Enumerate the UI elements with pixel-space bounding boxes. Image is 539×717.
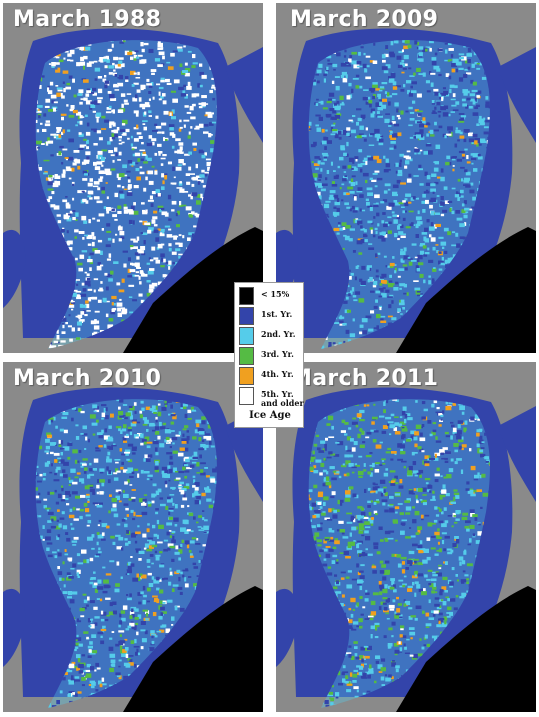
legend-swatch (239, 367, 254, 385)
east-channel (498, 406, 536, 502)
ocean-first-year-ice (292, 387, 513, 697)
legend-swatch (239, 307, 254, 325)
bay-region (276, 588, 299, 667)
east-channel (225, 47, 263, 143)
legend-swatch (239, 387, 254, 405)
open-water-region (123, 586, 263, 712)
bay-region (3, 588, 26, 667)
panel-title: March 2010 (13, 366, 162, 391)
legend-title: Ice Age (249, 410, 291, 421)
ice-extent (308, 40, 490, 349)
legend-swatch (239, 347, 254, 365)
ice-age-speckle (308, 40, 490, 349)
bay-region (3, 229, 26, 308)
map-panel-2011: March 2011 (276, 362, 536, 712)
legend-label: 3rd. Yr. (261, 349, 294, 359)
legend-label: 2nd. Yr. (261, 329, 296, 339)
east-channel (225, 406, 263, 502)
legend-swatch (239, 327, 254, 345)
legend-label: 4th. Yr. (261, 369, 294, 379)
legend-label: 5th. Yr. and older (261, 389, 304, 408)
panel-title: March 2009 (290, 7, 439, 32)
ice-age-map (3, 362, 263, 712)
legend-swatch (239, 287, 254, 305)
ice-extent (35, 399, 217, 708)
map-panel-2010: March 2010 (3, 362, 263, 712)
open-water-region (123, 227, 263, 353)
ice-extent (308, 399, 490, 708)
map-panel-2009: March 2009 (276, 3, 536, 353)
legend-label: < 15% (261, 289, 290, 299)
open-water-region (396, 227, 536, 353)
ice-age-map (3, 3, 263, 353)
map-panel-1988: March 1988 (3, 3, 263, 353)
ice-age-map (276, 3, 536, 353)
open-water-region (396, 586, 536, 712)
panel-title: March 2011 (290, 366, 439, 391)
ice-age-legend: < 15% 1st. Yr. 2nd. Yr. 3rd. Yr. 4th. Yr… (234, 282, 304, 428)
east-channel (498, 47, 536, 143)
panel-title: March 1988 (13, 7, 162, 32)
legend-label: 1st. Yr. (261, 309, 293, 319)
ice-age-map (276, 362, 536, 712)
